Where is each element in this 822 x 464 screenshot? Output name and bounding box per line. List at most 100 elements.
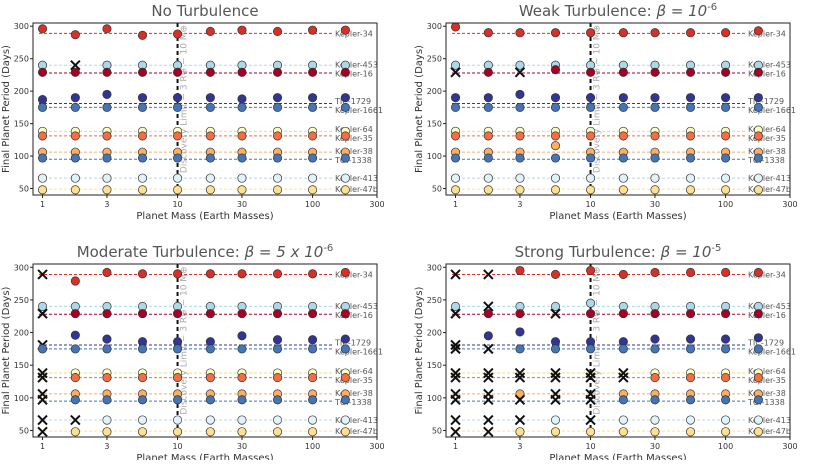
data-point [340, 67, 350, 77]
x-axis-label: Planet Mass (Earth Masses) [136, 211, 273, 222]
data-point [483, 331, 493, 341]
data-point [237, 67, 247, 77]
x-tick-label: 1 [40, 442, 45, 451]
data-point [586, 67, 596, 77]
data-point [272, 309, 283, 319]
x-tick-label: 1 [453, 200, 458, 209]
data-point [37, 24, 48, 34]
data-point [205, 344, 215, 354]
data-point [308, 102, 318, 112]
data-point [753, 26, 763, 36]
legend-label: Kepler-47b [335, 427, 378, 436]
data-point [205, 173, 215, 183]
data-point [308, 344, 318, 354]
ejected-marker [514, 372, 526, 383]
data-point [137, 67, 148, 77]
data-point [450, 131, 461, 141]
data-point [550, 102, 561, 112]
data-point [340, 427, 350, 437]
data-point [753, 102, 763, 112]
ejected-marker [450, 67, 461, 78]
panel-title: Weak Turbulence: β = 10-6 [519, 2, 717, 20]
data-point [618, 93, 628, 103]
data-point [173, 29, 183, 39]
data-point [205, 415, 215, 425]
data-point [753, 131, 763, 141]
ejected-marker [450, 414, 461, 426]
data-point [308, 373, 318, 383]
data-point [586, 185, 596, 195]
legend-label: TIC-1729 [747, 338, 784, 347]
data-point [450, 93, 461, 103]
y-tick-label: 300 [14, 263, 29, 272]
data-point [515, 185, 525, 195]
data-point [550, 141, 561, 151]
y-tick-label: 150 [427, 361, 442, 370]
y-tick-label: 100 [427, 394, 442, 403]
data-point [550, 344, 561, 354]
data-point [753, 309, 763, 319]
data-point [237, 102, 247, 112]
data-point [685, 344, 696, 354]
data-point [450, 102, 461, 112]
data-point [272, 427, 283, 437]
ejected-marker [483, 372, 494, 383]
data-point [483, 309, 493, 319]
data-point [272, 131, 283, 141]
data-point [721, 185, 731, 195]
data-point [272, 395, 283, 405]
data-point [340, 173, 350, 183]
data-point [650, 373, 660, 383]
data-point [483, 173, 493, 183]
discovery-limit-label: Discovery Limit ~ 3 R⊕ ~ 10 M⊕ [180, 25, 190, 173]
data-point [137, 93, 148, 103]
data-point [173, 344, 183, 354]
data-point [550, 173, 561, 183]
legend-label: Kepler-64 [335, 367, 373, 376]
data-point [450, 153, 461, 163]
y-tick-label: 300 [427, 263, 442, 272]
data-point [340, 395, 350, 405]
ejected-marker [70, 59, 81, 71]
data-point [515, 389, 525, 399]
data-point [205, 185, 215, 195]
data-point [685, 131, 696, 141]
ejected-marker [450, 308, 461, 319]
ejected-marker [585, 414, 596, 426]
data-point [685, 395, 696, 405]
data-point [721, 131, 731, 141]
data-point [753, 153, 763, 163]
x-tick-label: 300 [782, 200, 797, 209]
x-tick-label: 30 [237, 200, 247, 209]
data-point [340, 334, 350, 344]
data-point [173, 153, 183, 163]
data-point [515, 327, 525, 337]
data-point [137, 427, 148, 437]
data-point [550, 28, 561, 38]
data-point [721, 28, 731, 38]
data-point [272, 415, 283, 425]
data-point [618, 28, 628, 38]
data-point [753, 373, 763, 383]
legend-label: Kepler-453 [335, 61, 378, 70]
legend-label: Kepler-34 [748, 270, 786, 279]
data-point [753, 173, 763, 183]
data-point [450, 173, 461, 183]
data-point [721, 67, 731, 77]
y-tick-label: 50 [19, 185, 29, 194]
data-point [586, 102, 596, 112]
legend-label: Kepler-16 [748, 311, 786, 320]
data-point [340, 344, 350, 354]
discovery-limit-label: Discovery Limit ~ 3 R⊕ ~ 10 M⊕ [180, 266, 190, 414]
ejected-marker [618, 367, 629, 379]
x-tick-label: 3 [104, 200, 109, 209]
data-point [685, 334, 696, 344]
legend-label: Kepler-34 [748, 29, 786, 38]
ejected-marker [37, 367, 48, 379]
data-point [650, 267, 660, 278]
data-point [340, 267, 350, 278]
ejected-marker [514, 394, 526, 405]
legend-label: Kepler-16 [748, 70, 786, 79]
data-point [102, 344, 112, 354]
ejected-marker [514, 367, 526, 379]
